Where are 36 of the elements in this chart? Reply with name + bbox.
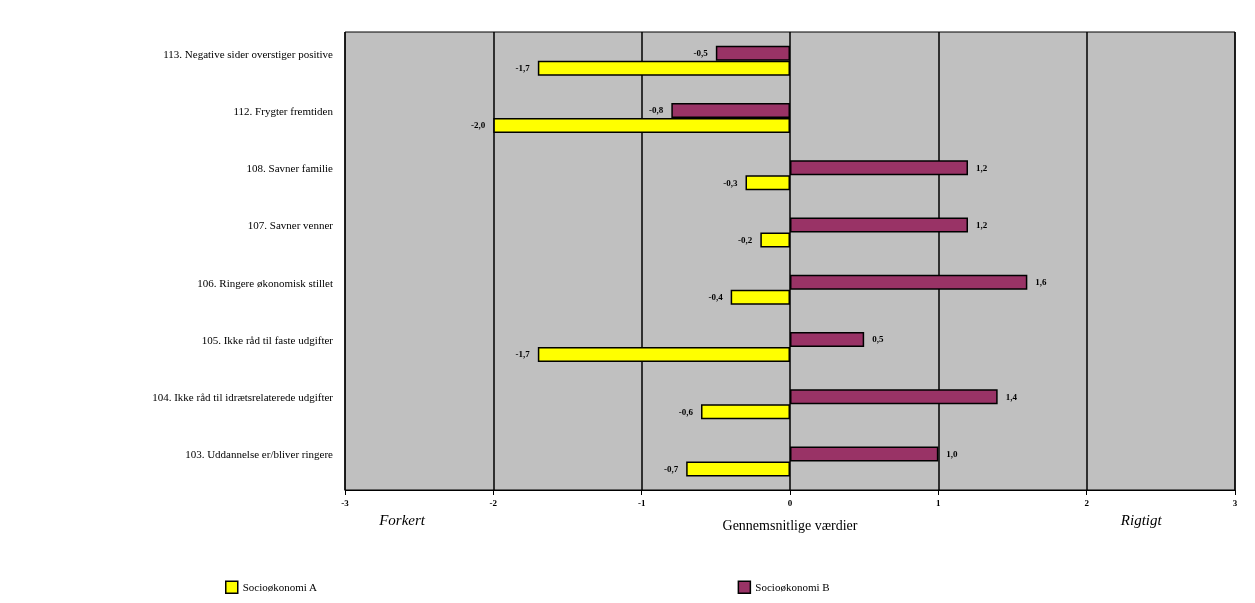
x-tick-label: 3 xyxy=(1232,497,1238,508)
data-label: -0,6 xyxy=(678,406,694,417)
data-label: 1,6 xyxy=(1035,277,1048,288)
y-tick-label: 106. Ringere økonomisk stillet xyxy=(197,276,333,289)
y-tick-label: 112. Frygter fremtiden xyxy=(233,104,334,117)
data-label: -0,2 xyxy=(738,234,753,245)
y-tick-label: 108. Savner familie xyxy=(246,162,334,175)
data-label: 1,2 xyxy=(976,162,988,173)
legend-label: Socioøkonomi B xyxy=(755,581,830,594)
data-label: 1,0 xyxy=(946,448,959,459)
data-label: -0,5 xyxy=(693,48,709,59)
x-tick-label: -3 xyxy=(341,497,350,508)
x-tick-label: 0 xyxy=(787,497,793,508)
data-label: -0,7 xyxy=(663,463,679,474)
x-tick-label: -2 xyxy=(489,497,498,508)
y-tick-label: 105. Ikke råd til faste udgifter xyxy=(201,333,334,346)
data-label: 1,4 xyxy=(1005,391,1018,402)
text: Rigtigt xyxy=(1119,511,1163,528)
data-label: 1,2 xyxy=(976,219,988,230)
x-tick-label: 2 xyxy=(1084,497,1090,508)
data-label: 0,5 xyxy=(872,334,884,345)
data-label: -1,7 xyxy=(515,63,531,74)
data-label: -0,8 xyxy=(649,105,664,116)
data-label: -1,7 xyxy=(515,349,531,360)
text: Forkert xyxy=(378,511,426,528)
x-axis-title: Gennemsnitlige værdier xyxy=(722,517,858,533)
y-tick-label: 113. Negative sider overstiger positive xyxy=(163,47,334,60)
y-tick-label: 107. Savner venner xyxy=(247,219,334,232)
x-tick-label: 1 xyxy=(936,497,942,508)
data-label: -0,3 xyxy=(723,177,738,188)
y-tick-label: 103. Uddannelse er/bliver ringere xyxy=(185,448,334,461)
x-tick-label: -1 xyxy=(637,497,646,508)
data-label: -2,0 xyxy=(471,120,486,131)
y-tick-label: 104. Ikke råd til idrætsrelaterede udgifter xyxy=(152,391,334,404)
legend-label: Socioøkonomi A xyxy=(242,581,318,594)
data-label: -0,4 xyxy=(708,292,724,303)
